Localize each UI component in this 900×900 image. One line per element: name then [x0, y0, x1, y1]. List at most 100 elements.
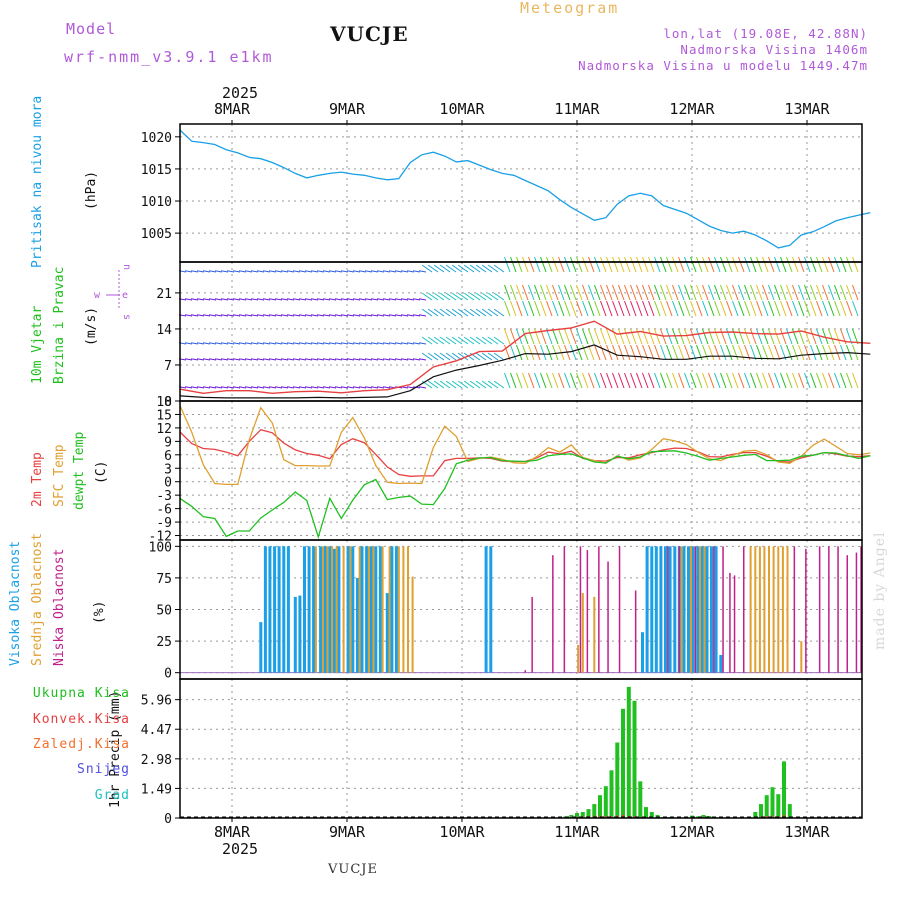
wind-arrow: [371, 314, 379, 317]
wind-arrow: [299, 298, 307, 301]
cloud-bar-0: [696, 546, 700, 673]
wind-arrow: [840, 256, 847, 273]
wind-arrow: [834, 372, 841, 389]
wind-arrow: [516, 300, 523, 317]
wind-arrow: [672, 256, 679, 273]
wind-arrow: [594, 328, 601, 345]
wind-arrow: [493, 380, 505, 389]
cloud-bar-2: [733, 575, 736, 673]
precip-bar-0: [586, 809, 591, 818]
wind-arrow: [696, 284, 703, 301]
wind-arrow: [558, 300, 565, 317]
precip-bar-1: [771, 815, 774, 818]
cloud-bar-1: [699, 546, 701, 673]
wind-arrow: [666, 256, 673, 273]
wind-arrow: [672, 372, 679, 389]
wind-arrow: [762, 344, 769, 361]
wind-arrow: [732, 328, 739, 345]
cloud-bar-1: [800, 641, 803, 673]
wind-arrow: [708, 344, 715, 361]
wind-arrow: [570, 256, 577, 273]
cloud-bar-0: [378, 546, 382, 673]
panel-frame-0: [179, 123, 863, 263]
wind-arrow: [588, 344, 595, 361]
wind-arrow: [469, 380, 481, 389]
wind-arrow: [546, 344, 553, 361]
wind-arrow: [588, 256, 595, 273]
wind-arrow: [475, 352, 487, 361]
wind-arrow: [600, 284, 607, 301]
wind-arrow: [493, 308, 505, 317]
wind-arrow: [510, 300, 517, 317]
wind-arrow: [493, 264, 505, 273]
wind-arrow: [714, 372, 721, 389]
cloud-bar-0: [374, 546, 378, 673]
y-tick-label: 7: [164, 359, 172, 374]
y-tick-label: -3: [156, 489, 172, 504]
wind-arrow: [299, 342, 307, 345]
wind-arrow: [317, 314, 325, 317]
wind-arrow: [427, 308, 439, 317]
wind-arrow: [666, 344, 673, 361]
wind-arrow: [401, 298, 409, 301]
wind-arrow: [401, 314, 409, 317]
wind-arrow: [720, 284, 727, 301]
wind-arrow: [263, 358, 271, 361]
wind-arrow: [185, 298, 193, 301]
wind-arrow: [451, 380, 463, 389]
wind-arrow: [451, 292, 463, 301]
wind-arrow: [203, 342, 211, 345]
cloud-bar-0: [673, 546, 677, 673]
wind-arrow: [522, 256, 529, 273]
wind-arrow: [451, 264, 463, 273]
wind-arrow: [804, 300, 811, 317]
wind-arrow: [744, 372, 751, 389]
wind-arrow: [834, 300, 841, 317]
cloud-bar-1: [772, 546, 775, 673]
wind-arrow: [359, 386, 367, 389]
wind-arrow: [534, 344, 541, 361]
wind-arrow: [383, 342, 391, 345]
wind-arrow: [413, 358, 421, 361]
wind-arrow: [251, 270, 259, 273]
cloud-bar-0: [365, 546, 369, 673]
wind-arrow: [305, 342, 313, 345]
cloud-bar-2: [805, 548, 807, 673]
wind-arrow: [329, 314, 337, 317]
panel-precipitation: 0 1.49 2.98 4.47 5.96: [141, 679, 862, 827]
wind-arrow: [774, 372, 781, 389]
wind-arrow: [239, 342, 247, 345]
wind-arrow: [419, 386, 427, 389]
wind-arrow: [427, 336, 439, 345]
wind-arrow: [726, 372, 733, 389]
wind-arrow: [275, 298, 283, 301]
wind-arrow: [630, 328, 637, 345]
wind-arrow: [750, 300, 757, 317]
bottom-year-label: 2025: [222, 840, 258, 858]
legend-snow: Snijeg: [77, 762, 130, 777]
wind-arrow: [245, 298, 253, 301]
precip-bar-0: [621, 708, 625, 818]
wind-arrow: [371, 298, 379, 301]
wind-arrow: [407, 298, 415, 301]
wind-arrow: [588, 328, 595, 345]
wind-arrow: [648, 300, 655, 317]
top-day-label: 10MAR: [439, 100, 485, 118]
top-year-label: 2025: [222, 84, 258, 102]
cloud-bar-2: [729, 572, 731, 673]
wind-arrow: [257, 314, 265, 317]
wind-arrow: [185, 270, 193, 273]
wind-arrow: [726, 344, 733, 361]
wind-arrow: [371, 342, 379, 345]
wind-arrow: [756, 284, 763, 301]
wind-arrow: [804, 372, 811, 389]
wind-arrow: [630, 372, 637, 389]
cloud-bar-2: [846, 555, 848, 673]
wind-arrow: [365, 270, 373, 273]
precip-bar-0: [615, 742, 620, 818]
top-day-label: 8MAR: [214, 100, 251, 118]
bottom-day-label: 11MAR: [554, 823, 600, 841]
wind-arrow: [768, 372, 775, 389]
wind-arrow: [756, 300, 763, 317]
wind-arrow: [445, 308, 457, 317]
